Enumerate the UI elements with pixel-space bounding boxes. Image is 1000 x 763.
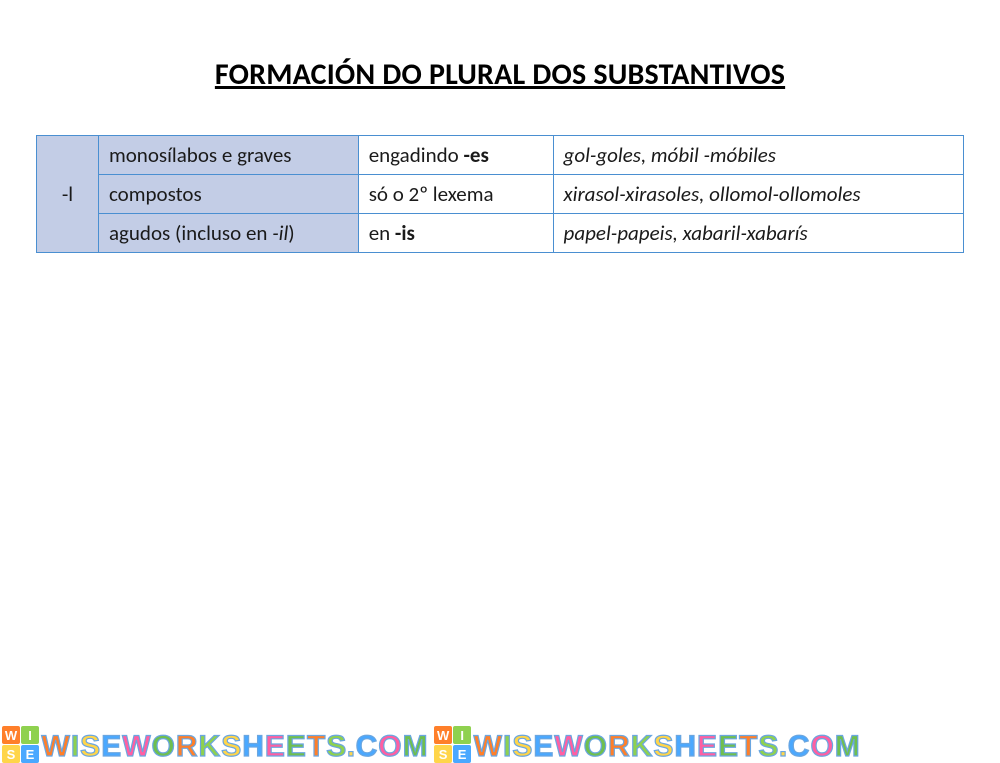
watermark-letter: W xyxy=(554,731,582,763)
case-cell: monosílabos e graves xyxy=(98,136,358,175)
case-text-post: ) xyxy=(288,220,294,246)
table-row: agudos (incluso en -il) en -is papel-pap… xyxy=(37,214,964,253)
watermark-letter: O xyxy=(378,731,401,763)
watermark-letter: E xyxy=(101,731,121,763)
rule-text: só o 2º lexema xyxy=(369,181,494,207)
watermark-letter: S xyxy=(326,731,346,763)
watermark-badge-square: E xyxy=(21,745,39,763)
watermark-letter: R xyxy=(176,731,198,763)
rule-cell: só o 2º lexema xyxy=(358,175,553,214)
watermark-letter: W xyxy=(122,731,150,763)
watermark-letter: M xyxy=(835,731,860,763)
watermark-badge-square: W xyxy=(2,726,20,744)
watermark-letter: E xyxy=(697,731,717,763)
watermark-letter: K xyxy=(199,731,221,763)
watermark-letter: S xyxy=(512,731,532,763)
watermark-badge-square: S xyxy=(2,745,20,763)
watermark-letter: S xyxy=(221,731,241,763)
watermark-letter: R xyxy=(608,731,630,763)
examples-cell: papel-papeis, xabaril-xabarís xyxy=(553,214,963,253)
watermark-letter: W xyxy=(42,731,70,763)
watermark-letter: S xyxy=(80,731,100,763)
watermark-letter: I xyxy=(503,731,511,763)
watermark-letter: C xyxy=(356,731,378,763)
case-cell: compostos xyxy=(98,175,358,214)
watermark-badge: WISE xyxy=(434,726,471,763)
examples-cell: xirasol-xirasoles, ollomol-ollomoles xyxy=(553,175,963,214)
watermark-letter: C xyxy=(788,731,810,763)
watermark-letter: T xyxy=(739,731,757,763)
watermark-letter: S xyxy=(758,731,778,763)
watermark-letter: H xyxy=(674,731,696,763)
rule-text: engadindo xyxy=(369,142,464,168)
watermark-letter: E xyxy=(533,731,553,763)
watermark-text: WISEWORKSHEETS.COM xyxy=(41,731,428,763)
watermark-letter: M xyxy=(403,731,428,763)
watermark-unit: WISEWISEWORKSHEETS.COM xyxy=(434,726,860,763)
page-title: FORMACIÓN DO PLURAL DOS SUBSTANTIVOS xyxy=(0,56,1000,93)
watermark-letter: O xyxy=(584,731,607,763)
plural-table: -l monosílabos e graves engadindo -es go… xyxy=(36,135,964,253)
rule-bold: -es xyxy=(463,142,488,168)
table-row: -l monosílabos e graves engadindo -es go… xyxy=(37,136,964,175)
watermark-letter: E xyxy=(265,731,285,763)
row-header-cell: -l xyxy=(37,136,99,253)
watermark-badge-square: I xyxy=(453,726,471,744)
watermark-badge: WISE xyxy=(2,726,39,763)
watermark-unit: WISEWISEWORKSHEETS.COM xyxy=(2,726,428,763)
rule-bold: -is xyxy=(395,220,415,246)
watermark-badge-square: E xyxy=(453,745,471,763)
watermark-badge-square: I xyxy=(21,726,39,744)
watermark-letter: H xyxy=(242,731,264,763)
watermark-letter: S xyxy=(653,731,673,763)
watermark-strip: WISEWISEWORKSHEETS.COMWISEWISEWORKSHEETS… xyxy=(0,717,1000,763)
rule-text: en xyxy=(369,220,395,246)
rule-cell: engadindo -es xyxy=(358,136,553,175)
watermark-letter: O xyxy=(152,731,175,763)
table-row: compostos só o 2º lexema xirasol-xirasol… xyxy=(37,175,964,214)
watermark-letter: I xyxy=(71,731,79,763)
examples-cell: gol-goles, móbil -móbiles xyxy=(553,136,963,175)
watermark-letter: W xyxy=(474,731,502,763)
watermark-letter: O xyxy=(810,731,833,763)
watermark-letter: K xyxy=(631,731,653,763)
watermark-letter: T xyxy=(307,731,325,763)
watermark-letter: E xyxy=(286,731,306,763)
case-text-pre: agudos (incluso en xyxy=(109,220,272,246)
rule-cell: en -is xyxy=(358,214,553,253)
watermark-dot: . xyxy=(779,731,787,763)
watermark-badge-square: S xyxy=(434,745,452,763)
watermark-letter: E xyxy=(718,731,738,763)
case-italic: -il xyxy=(272,220,288,246)
watermark-badge-square: W xyxy=(434,726,452,744)
case-cell: agudos (incluso en -il) xyxy=(98,214,358,253)
watermark-dot: . xyxy=(347,731,355,763)
watermark-text: WISEWORKSHEETS.COM xyxy=(473,731,860,763)
